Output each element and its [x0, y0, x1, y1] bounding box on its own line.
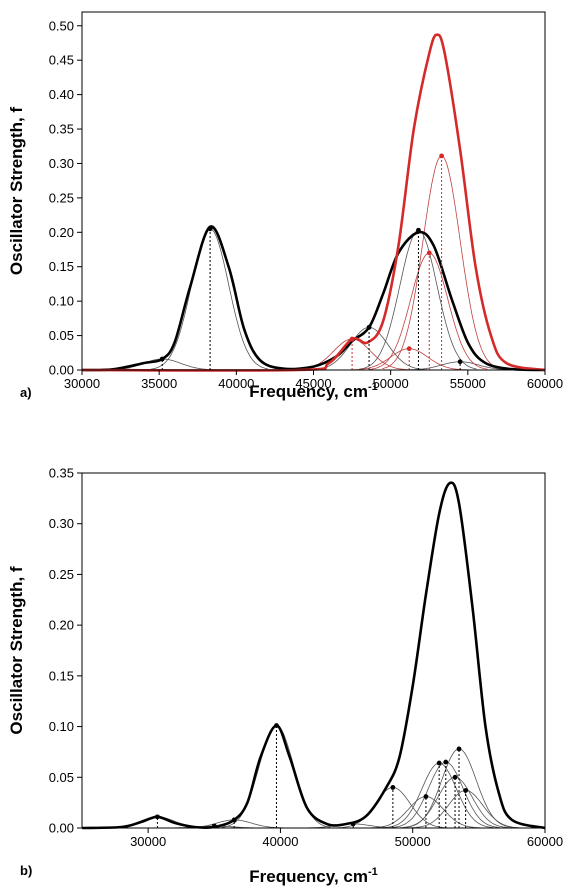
y-tick-label: 0.40 [49, 87, 74, 102]
component-curve [369, 252, 488, 370]
black-stick-point [456, 746, 462, 752]
black-stick-point [457, 359, 463, 365]
y-tick-label: 0.45 [49, 53, 74, 68]
y-tick-label: 0.30 [49, 156, 74, 171]
panel-b-label: b) [20, 863, 32, 878]
panel-a-x-axis-title: Frequency, cm-1 [249, 381, 378, 401]
y-tick-label: 0.25 [49, 190, 74, 205]
red-stick-point [406, 346, 412, 352]
black-stick-point [231, 817, 237, 823]
black-stick-point [463, 788, 469, 793]
panel-b-y-axis-title: Oscillator Strength, f [7, 566, 26, 734]
red-stick-point [349, 336, 355, 342]
red-stick-point [426, 250, 432, 256]
y-tick-label: 0.10 [49, 294, 74, 309]
y-tick-label: 0.50 [49, 18, 74, 33]
y-tick-label: 0.00 [49, 363, 74, 378]
panel-b-x-axis-title-superscript: -1 [368, 866, 378, 878]
x-tick-label: 30000 [130, 834, 166, 849]
x-tick-label: 40000 [218, 376, 254, 391]
y-tick-label: 0.05 [49, 770, 74, 785]
panel-a-ticks: 30000 35000 40000 45000 50000 55000 60000 0.00 0… [49, 18, 563, 391]
panel-b-ticks: 30000 40000 50000 60000 0.00 0.05 0.10 0.15 0.20… [49, 466, 563, 850]
x-tick-label: 50000 [395, 834, 431, 849]
panel-a-x-axis-title-text: Frequency, cm [249, 382, 368, 401]
y-tick-label: 0.15 [49, 668, 74, 683]
y-tick-label: 0.30 [49, 516, 74, 531]
x-tick-label: 50000 [373, 376, 409, 391]
y-tick-label: 0.35 [49, 122, 74, 137]
component-curve [359, 229, 477, 370]
component-curve [370, 796, 480, 829]
panel-a-y-axis-title: Oscillator Strength, f [7, 107, 26, 275]
panel-b: 30000 40000 50000 60000 0.00 0.05 0.10 0.15 0.20… [7, 466, 563, 887]
panel-a-plot-frame [81, 11, 546, 371]
panel-a-lines [81, 33, 546, 372]
y-tick-label: 0.00 [49, 821, 74, 836]
x-tick-label: 30000 [64, 376, 100, 391]
y-tick-label: 0.35 [49, 466, 74, 481]
black-stick-point [159, 356, 165, 362]
black-stick-point [207, 226, 213, 232]
black-stick-point [443, 759, 449, 765]
panel-a: 30000 35000 40000 45000 50000 55000 60000 0.00 0… [7, 11, 563, 401]
black-stick-point [452, 774, 458, 780]
x-tick-label: 60000 [527, 834, 563, 849]
panel-b-x-axis-title: Frequency, cm-1 [249, 866, 378, 886]
x-tick-label: 35000 [141, 376, 177, 391]
black-envelope-curve [81, 225, 546, 372]
black-stick-point [350, 821, 356, 827]
panel-b-x-axis-title-text: Frequency, cm [249, 867, 368, 886]
y-tick-label: 0.05 [49, 328, 74, 343]
x-tick-label: 45000 [295, 376, 331, 391]
x-tick-label: 60000 [527, 376, 563, 391]
black-stick-point [155, 814, 160, 820]
x-tick-label: 55000 [450, 376, 486, 391]
y-tick-label: 0.20 [49, 225, 74, 240]
black-stick-point [274, 723, 279, 728]
black-stick-point [366, 324, 372, 330]
y-tick-label: 0.25 [49, 567, 74, 582]
x-tick-label: 40000 [262, 834, 298, 849]
component-curve [390, 761, 500, 828]
black-stick-point [436, 760, 442, 766]
component-curve [292, 338, 411, 371]
red-envelope-curve [81, 33, 546, 372]
black-stick-point [390, 785, 396, 790]
panel-b-plot-frame [81, 472, 546, 829]
red-stick-point [439, 153, 444, 159]
y-tick-label: 0.10 [49, 719, 74, 734]
panel-a-x-axis-title-superscript: -1 [368, 381, 378, 393]
black-stick-point [416, 227, 421, 233]
black-stick-point [423, 794, 429, 799]
component-curve [221, 725, 331, 828]
black-stick-point [211, 823, 217, 829]
y-tick-label: 0.20 [49, 618, 74, 633]
black-envelope-curve [81, 481, 546, 830]
panel-b-lines [81, 481, 546, 830]
y-tick-label: 0.15 [49, 259, 74, 274]
panel-a-label: a) [20, 385, 32, 400]
